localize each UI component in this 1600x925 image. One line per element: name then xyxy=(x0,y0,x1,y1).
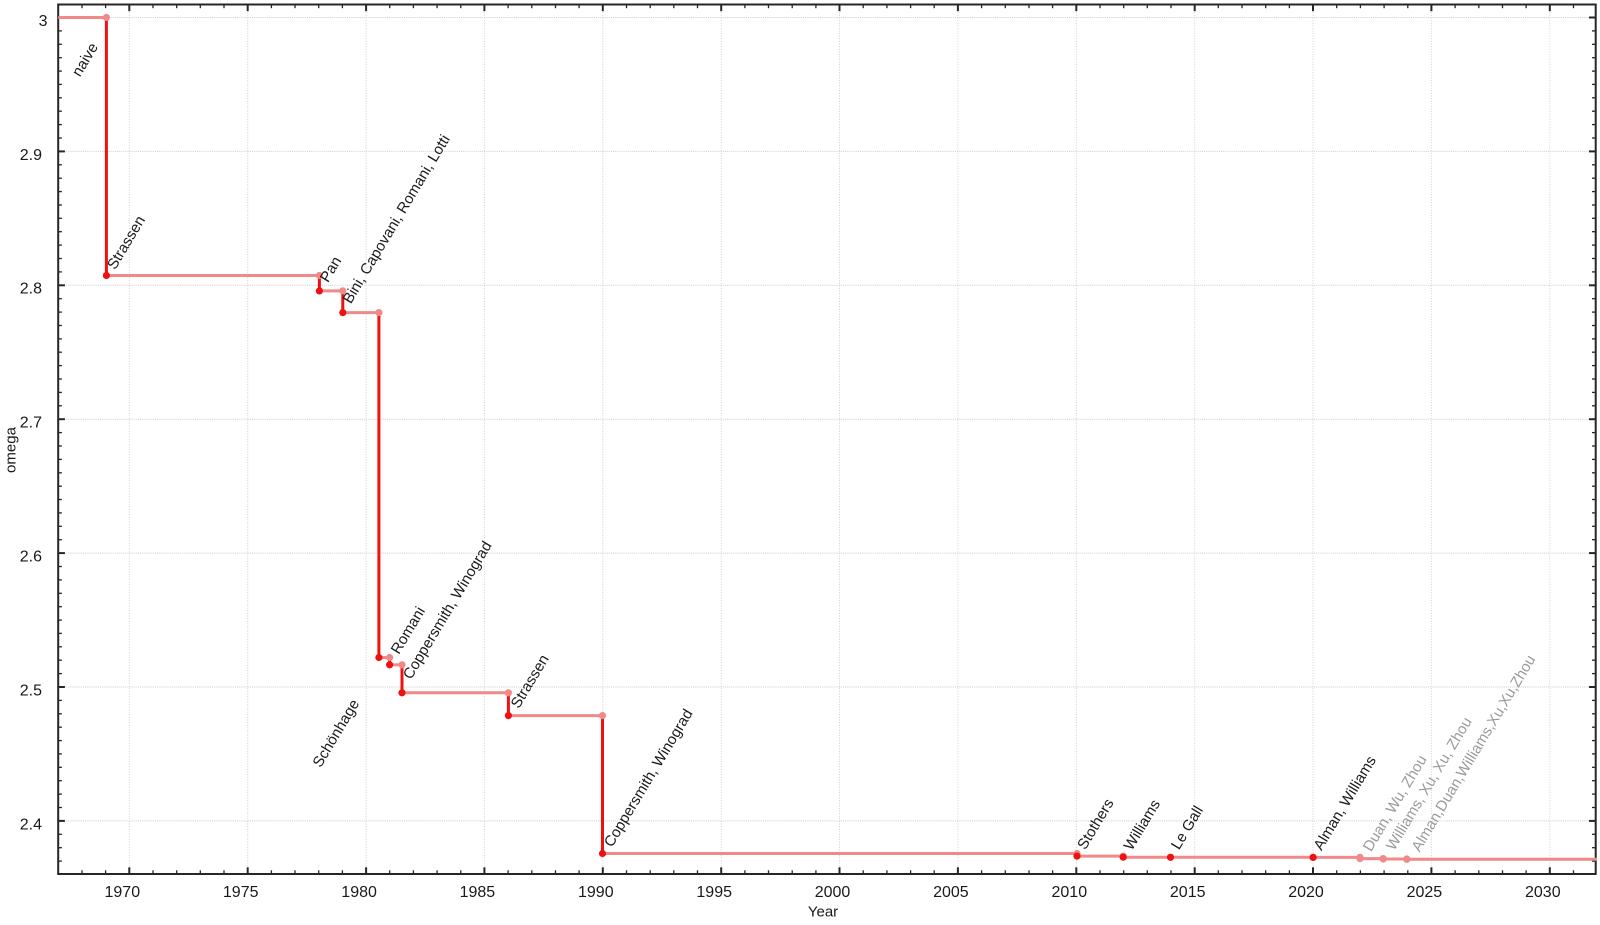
svg-text:2.9: 2.9 xyxy=(20,147,42,164)
svg-text:1980: 1980 xyxy=(341,884,377,901)
svg-text:2.8: 2.8 xyxy=(20,281,42,298)
svg-text:2.5: 2.5 xyxy=(20,682,42,699)
svg-text:2.4: 2.4 xyxy=(20,816,42,833)
svg-text:omega: omega xyxy=(3,426,20,473)
svg-text:1985: 1985 xyxy=(460,884,496,901)
svg-text:1975: 1975 xyxy=(223,884,259,901)
svg-text:1970: 1970 xyxy=(105,884,141,901)
svg-text:1990: 1990 xyxy=(578,884,614,901)
svg-text:2020: 2020 xyxy=(1288,884,1324,901)
svg-text:Year: Year xyxy=(808,904,838,921)
svg-text:2010: 2010 xyxy=(1052,884,1088,901)
svg-text:2030: 2030 xyxy=(1525,884,1561,901)
svg-text:2005: 2005 xyxy=(933,884,969,901)
svg-text:2.6: 2.6 xyxy=(20,549,42,566)
svg-text:1995: 1995 xyxy=(696,884,732,901)
svg-text:3: 3 xyxy=(39,13,48,30)
svg-text:2015: 2015 xyxy=(1170,884,1206,901)
svg-text:2025: 2025 xyxy=(1407,884,1443,901)
svg-text:2000: 2000 xyxy=(815,884,851,901)
svg-text:2.7: 2.7 xyxy=(20,415,42,432)
